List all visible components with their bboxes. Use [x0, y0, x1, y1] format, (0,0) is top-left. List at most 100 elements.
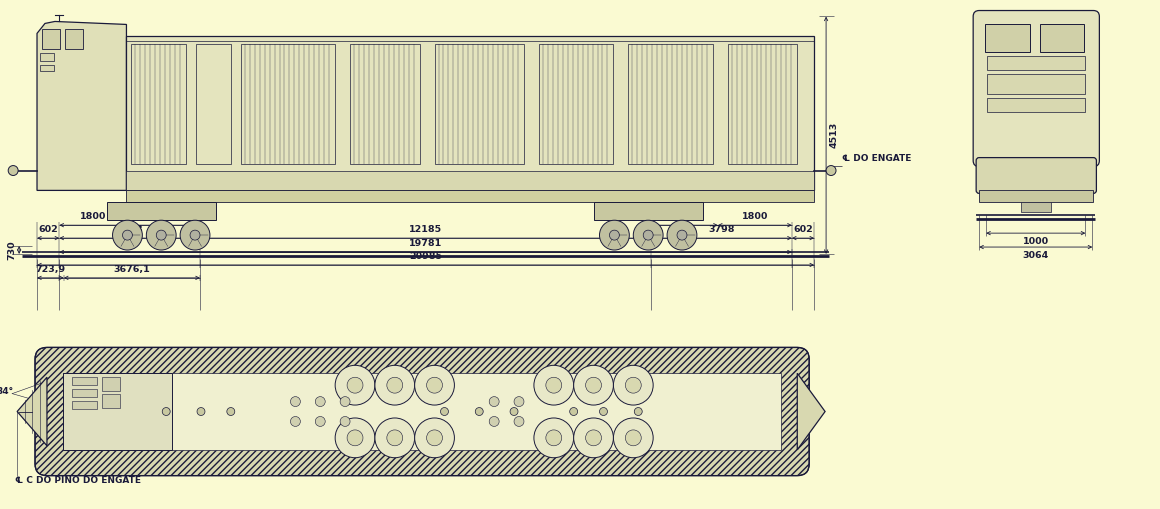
Circle shape [347, 430, 363, 446]
Circle shape [614, 418, 653, 458]
Text: 19781: 19781 [409, 239, 442, 248]
Circle shape [609, 230, 619, 240]
Circle shape [625, 430, 641, 446]
Circle shape [340, 416, 350, 427]
Circle shape [427, 430, 442, 446]
Bar [63, 373, 782, 450]
Circle shape [197, 408, 205, 415]
Circle shape [375, 418, 414, 458]
Bar [350, 44, 420, 163]
Text: 34°: 34° [0, 387, 14, 396]
Circle shape [316, 397, 325, 407]
Circle shape [414, 365, 455, 405]
Circle shape [677, 230, 687, 240]
Circle shape [514, 416, 524, 427]
Bar [65, 30, 82, 49]
Circle shape [600, 408, 608, 415]
Circle shape [427, 377, 442, 393]
Polygon shape [17, 377, 46, 446]
Bar [102, 394, 119, 408]
Circle shape [534, 418, 574, 458]
Circle shape [574, 365, 614, 405]
Text: 3798: 3798 [116, 225, 143, 234]
Bar [196, 44, 231, 163]
Bar [435, 44, 524, 163]
Bar [1021, 202, 1051, 212]
Circle shape [534, 365, 574, 405]
Bar [241, 44, 335, 163]
Bar [107, 202, 216, 220]
FancyBboxPatch shape [973, 11, 1100, 166]
Circle shape [441, 408, 449, 415]
Circle shape [600, 220, 630, 250]
Circle shape [667, 220, 697, 250]
Circle shape [514, 397, 524, 407]
Circle shape [546, 430, 561, 446]
Text: ℄ C DO PINO DO ENGATE: ℄ C DO PINO DO ENGATE [15, 475, 142, 485]
Polygon shape [797, 373, 825, 450]
Circle shape [826, 165, 836, 176]
Text: 1000: 1000 [1023, 237, 1049, 246]
Bar [39, 53, 53, 61]
Circle shape [510, 408, 519, 415]
Circle shape [574, 418, 614, 458]
Circle shape [633, 220, 664, 250]
Circle shape [290, 416, 300, 427]
Text: 4513: 4513 [829, 122, 838, 148]
Circle shape [290, 397, 300, 407]
Circle shape [414, 418, 455, 458]
Bar [594, 202, 703, 220]
Text: 3676,1: 3676,1 [114, 265, 151, 274]
Circle shape [476, 408, 484, 415]
Text: 12185: 12185 [409, 225, 442, 234]
Bar [63, 373, 172, 450]
Circle shape [586, 377, 602, 393]
Circle shape [644, 230, 653, 240]
Circle shape [614, 365, 653, 405]
Text: 1800: 1800 [741, 212, 768, 221]
Bar [131, 44, 186, 163]
Text: 3064: 3064 [1023, 251, 1049, 260]
Circle shape [335, 365, 375, 405]
Circle shape [8, 165, 19, 176]
Circle shape [347, 377, 363, 393]
Circle shape [386, 377, 403, 393]
Bar [39, 65, 53, 71]
Circle shape [180, 220, 210, 250]
Bar [72, 377, 96, 385]
Bar [126, 171, 814, 190]
Circle shape [375, 365, 414, 405]
Circle shape [113, 220, 143, 250]
Circle shape [335, 418, 375, 458]
Bar [1039, 24, 1085, 52]
Circle shape [162, 408, 171, 415]
Bar [987, 56, 1086, 70]
Bar [102, 377, 119, 391]
Bar [727, 44, 797, 163]
Text: 20985: 20985 [409, 252, 442, 261]
Bar [987, 74, 1086, 94]
Polygon shape [37, 21, 126, 190]
Bar [539, 44, 614, 163]
Circle shape [227, 408, 234, 415]
Circle shape [340, 397, 350, 407]
FancyBboxPatch shape [35, 348, 810, 475]
Text: 730: 730 [7, 240, 16, 260]
Text: 723,9: 723,9 [35, 265, 65, 274]
Circle shape [316, 416, 325, 427]
Bar [72, 401, 96, 409]
Bar [987, 98, 1086, 112]
Bar [629, 44, 712, 163]
Text: 3798: 3798 [709, 225, 734, 234]
Bar [126, 36, 814, 190]
Circle shape [146, 220, 176, 250]
Circle shape [546, 377, 561, 393]
Circle shape [386, 430, 403, 446]
Circle shape [635, 408, 643, 415]
Text: ℄ DO ENGATE: ℄ DO ENGATE [842, 154, 912, 162]
Circle shape [586, 430, 602, 446]
Bar [979, 190, 1094, 202]
Text: 1800: 1800 [150, 212, 176, 221]
Circle shape [123, 230, 132, 240]
FancyBboxPatch shape [977, 158, 1096, 193]
